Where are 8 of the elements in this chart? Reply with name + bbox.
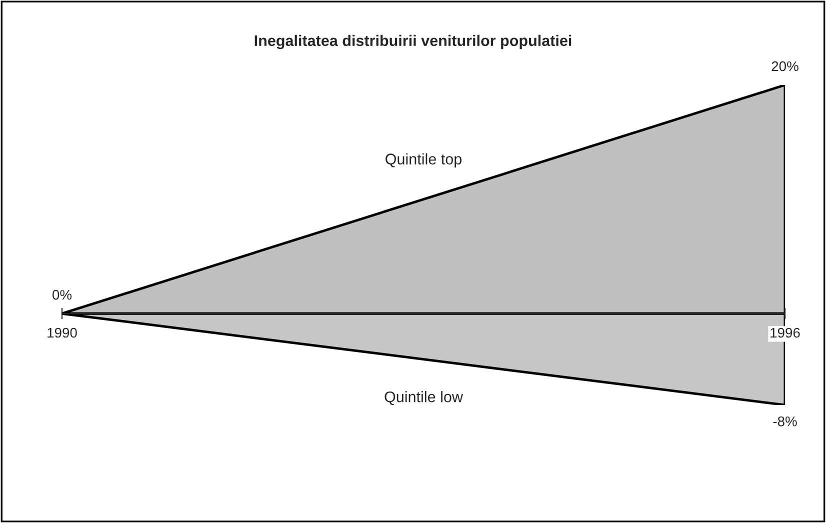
x-tick-label: 1996 [770, 328, 800, 338]
data-label: 0% [52, 290, 72, 300]
chart-title: Inegalitatea distribuirii veniturilor populatiei [254, 34, 572, 50]
data-label: 20% [772, 61, 798, 72]
x-tick-label: 1990 [48, 328, 77, 338]
data-label: -8% [773, 416, 797, 426]
series-label: Quintile top [386, 153, 462, 168]
series-label: Quintile low [384, 391, 464, 406]
